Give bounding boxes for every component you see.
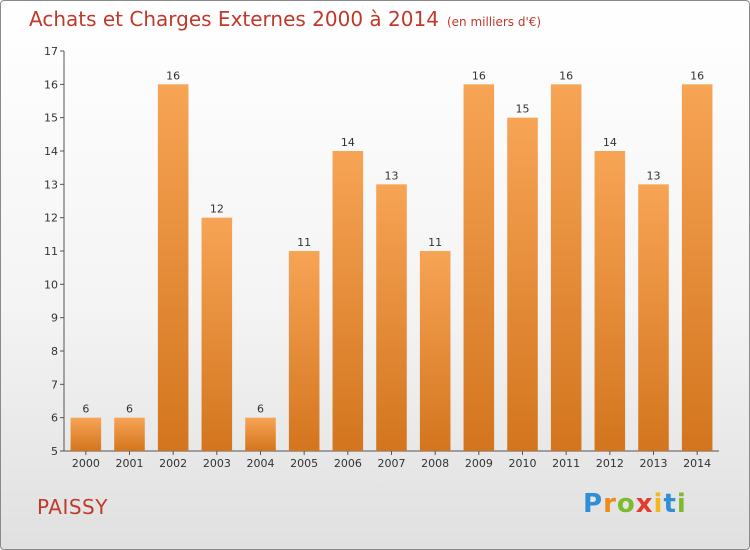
bar-2004 (245, 417, 276, 451)
logo-letter: P (583, 489, 604, 519)
logo-letter: i (676, 489, 687, 519)
x-tick-label-2001: 2001 (116, 457, 144, 470)
commune-name: PAISSY (37, 495, 108, 519)
x-tick-label-2005: 2005 (290, 457, 318, 470)
value-label-2003: 12 (210, 203, 224, 216)
value-label-2011: 16 (559, 69, 573, 82)
logo-letter: o (616, 489, 636, 519)
value-label-2010: 15 (516, 103, 530, 116)
logo-letter: t (663, 489, 677, 519)
bar-2011 (550, 84, 582, 451)
value-label-2007: 13 (385, 169, 399, 182)
x-tick-label-2004: 2004 (247, 457, 275, 470)
bar-2000 (70, 417, 102, 451)
bar-2013 (638, 184, 669, 452)
logo-letter: i (653, 489, 664, 519)
y-tick-label: 9 (51, 312, 58, 325)
value-label-2006: 14 (341, 136, 355, 149)
y-tick-label: 10 (44, 278, 58, 291)
value-label-2012: 14 (603, 136, 617, 149)
y-tick-label: 12 (44, 212, 58, 225)
logo-letter: r (603, 489, 617, 519)
x-tick-label-2002: 2002 (159, 457, 187, 470)
value-label-2000: 6 (82, 403, 89, 416)
y-tick-label: 16 (44, 78, 58, 91)
value-label-2014: 16 (690, 69, 704, 82)
y-tick-label: 14 (44, 145, 58, 158)
x-tick-label-2013: 2013 (640, 457, 668, 470)
bar-2009 (463, 84, 495, 451)
chart-title-text: Achats et Charges Externes 2000 à 2014 (29, 7, 439, 31)
x-tick-label-2000: 2000 (72, 457, 100, 470)
x-tick-label-2003: 2003 (203, 457, 231, 470)
bar-2002 (157, 84, 189, 451)
bar-2001 (114, 417, 145, 451)
bar-2010 (507, 117, 538, 452)
chart-title: Achats et Charges Externes 2000 à 2014 (e… (29, 7, 541, 31)
value-label-2001: 6 (126, 403, 133, 416)
y-tick-label: 17 (44, 45, 58, 58)
value-label-2013: 13 (647, 169, 661, 182)
y-tick-label: 5 (51, 445, 58, 458)
x-tick-label-2009: 2009 (465, 457, 493, 470)
y-tick-label: 6 (51, 412, 58, 425)
bar-2007 (376, 184, 407, 452)
bar-2014 (681, 84, 713, 451)
x-tick-label-2008: 2008 (421, 457, 449, 470)
bar-2003 (201, 217, 233, 451)
bar-2006 (332, 151, 364, 451)
x-tick-label-2010: 2010 (509, 457, 537, 470)
bar-2012 (594, 151, 626, 451)
y-tick-label: 13 (44, 178, 58, 191)
y-tick-label: 7 (51, 378, 58, 391)
logo-letter: x (635, 489, 654, 519)
x-tick-label-2012: 2012 (596, 457, 624, 470)
bar-2005 (288, 251, 320, 451)
proxiti-logo: Proxiti (583, 489, 687, 519)
bar-2008 (419, 251, 451, 451)
x-tick-label-2014: 2014 (683, 457, 711, 470)
value-label-2009: 16 (472, 69, 486, 82)
y-tick-label: 8 (51, 345, 58, 358)
value-label-2002: 16 (166, 69, 180, 82)
y-tick-label: 15 (44, 112, 58, 125)
chart-subtitle: (en milliers d'€) (446, 15, 542, 29)
value-label-2008: 11 (428, 236, 442, 249)
value-label-2004: 6 (257, 403, 264, 416)
x-tick-label-2007: 2007 (378, 457, 406, 470)
value-label-2005: 11 (297, 236, 311, 249)
x-tick-label-2006: 2006 (334, 457, 362, 470)
x-tick-label-2011: 2011 (552, 457, 580, 470)
y-tick-label: 11 (44, 245, 58, 258)
